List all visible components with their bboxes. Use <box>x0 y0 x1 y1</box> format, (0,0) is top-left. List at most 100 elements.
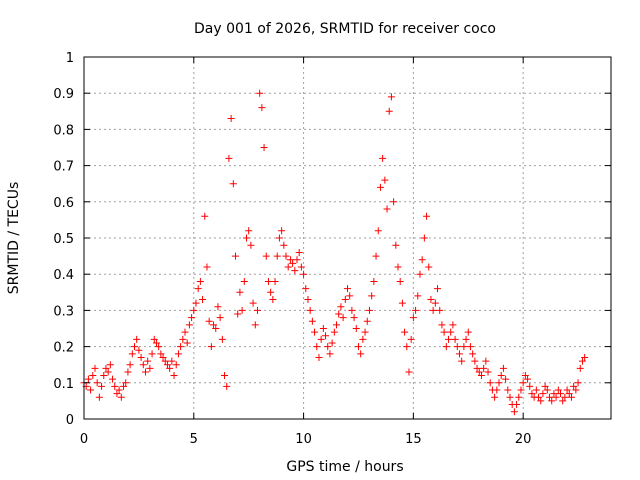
data-point <box>330 328 338 336</box>
data-point <box>396 277 404 285</box>
data-point <box>475 368 483 376</box>
data-point <box>438 321 446 329</box>
data-point <box>510 408 518 416</box>
data-point <box>398 299 406 307</box>
data-point <box>348 306 356 314</box>
data-point <box>462 335 470 343</box>
data-point <box>212 325 220 332</box>
data-point <box>155 343 163 351</box>
data-point <box>253 306 261 314</box>
data-point <box>363 317 371 325</box>
data-point <box>205 317 213 325</box>
data-point <box>445 335 453 343</box>
data-point <box>251 321 259 329</box>
data-point <box>326 350 334 358</box>
data-point <box>291 267 299 275</box>
data-point <box>506 393 514 401</box>
y-tick-label: 0.7 <box>53 160 74 175</box>
data-point <box>271 277 279 285</box>
data-point <box>166 364 174 372</box>
data-point <box>157 350 165 358</box>
data-point <box>302 285 310 293</box>
data-point <box>319 325 327 332</box>
data-point <box>297 263 305 271</box>
data-point <box>390 198 398 206</box>
data-point <box>104 368 112 376</box>
data-point <box>183 339 191 347</box>
data-point <box>383 205 391 213</box>
data-point <box>451 335 459 343</box>
data-point <box>262 252 270 260</box>
data-point <box>387 93 395 101</box>
data-point <box>368 292 376 300</box>
data-point <box>300 270 308 278</box>
data-point <box>308 317 316 325</box>
data-point <box>120 382 128 390</box>
data-point <box>431 299 439 307</box>
data-point <box>491 393 499 401</box>
y-tick-label: 0.2 <box>53 341 74 356</box>
data-point <box>405 368 413 376</box>
data-point <box>464 328 472 336</box>
data-point <box>181 328 189 336</box>
data-point <box>203 263 211 271</box>
data-point <box>381 176 389 184</box>
data-point <box>344 285 351 293</box>
plot-frame <box>83 56 612 420</box>
y-tick-label: 0.5 <box>53 232 74 247</box>
data-point <box>293 256 301 264</box>
data-point <box>258 104 266 112</box>
data-point <box>495 379 503 387</box>
data-point <box>192 299 200 307</box>
data-point <box>502 375 510 383</box>
data-point <box>434 285 442 293</box>
y-tick-label: 0.9 <box>53 87 74 102</box>
data-point <box>429 306 437 314</box>
axis-tick-labels: 00.10.20.30.40.50.60.70.80.910 5 10 15 20 <box>53 51 531 447</box>
data-point <box>324 343 332 351</box>
data-point <box>95 393 103 401</box>
data-point <box>313 343 321 351</box>
data-point <box>482 357 490 365</box>
data-point <box>455 350 463 358</box>
grid-lines <box>84 57 611 419</box>
data-point <box>412 306 420 314</box>
data-point <box>359 335 367 343</box>
x-tick-label: 20 <box>515 432 532 447</box>
data-point <box>236 288 244 296</box>
y-tick-label: 0 <box>66 413 74 428</box>
data-point <box>159 353 167 361</box>
data-point <box>379 154 387 162</box>
data-point <box>267 288 275 296</box>
data-point <box>418 256 426 264</box>
data-point <box>374 227 382 235</box>
data-point <box>194 285 202 293</box>
data-point <box>172 361 180 369</box>
data-point <box>515 393 523 401</box>
data-point <box>278 227 286 235</box>
data-point <box>532 386 540 394</box>
data-point <box>227 115 235 123</box>
data-point <box>232 252 240 260</box>
data-point <box>581 353 589 361</box>
data-point <box>174 350 182 358</box>
data-point <box>152 339 160 347</box>
data-point <box>177 343 185 351</box>
data-point <box>146 364 154 372</box>
data-point <box>111 382 119 390</box>
data-point <box>286 256 294 264</box>
data-point <box>131 343 139 351</box>
data-point <box>117 393 125 401</box>
y-tick-label: 0.6 <box>53 196 74 211</box>
data-point <box>493 386 501 394</box>
data-point <box>453 343 461 351</box>
data-point <box>144 357 152 365</box>
data-point <box>559 397 567 405</box>
data-point <box>214 303 222 311</box>
data-point <box>392 241 400 249</box>
data-point <box>337 303 345 311</box>
data-point <box>317 335 325 343</box>
data-point <box>499 364 507 372</box>
data-point <box>460 343 468 351</box>
data-point <box>306 306 314 314</box>
